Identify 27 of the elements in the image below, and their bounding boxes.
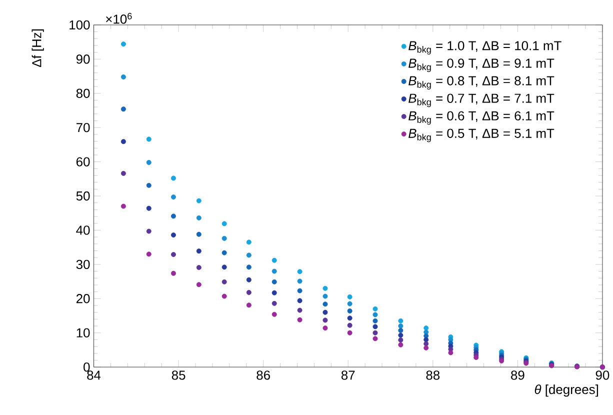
y-tick-label: 100 [70,20,90,30]
legend-label: B$_{bkg}$ = 0.6 T, ΔB = 6.1 mT [408,111,554,125]
text: ×10$^{6}$ [106,12,132,24]
y-axis-title: Δf [Hz] [32,29,44,68]
x-tick-label: 89 [511,370,524,380]
y-tick-label: 70 [76,123,90,132]
legend-label: B$_{bkg}$ = 1.0 T, ΔB = 10.1 mT [408,41,562,55]
y-tick-label: 60 [76,157,90,166]
y-tick-label: 20 [76,294,90,304]
legend-label: B$_{bkg}$ = 0.7 T, ΔB = 7.1 mT [408,94,554,108]
y-tick-label: 50 [76,191,90,201]
x-tick-label: 90 [596,370,610,380]
legend-label: B$_{bkg}$ = 0.8 T, ΔB = 8.1 mT [408,76,554,90]
y-tick-label: 80 [76,88,90,98]
y-tick-label: 10 [76,328,90,338]
x-tick-label: 87 [341,370,355,380]
x-tick-label: 88 [426,370,440,380]
x-tick-label: 85 [172,370,186,380]
x-axis-title: θ [degrees] [534,384,598,397]
y-tick-label: 0 [84,362,90,372]
y-tick-label: 30 [76,260,90,270]
x-tick-label: 84 [87,370,101,380]
legend-label: B$_{bkg}$ = 0.5 T, ΔB = 5.1 mT [408,128,554,142]
y-tick-label: 90 [76,54,90,64]
legend-label: B$_{bkg}$ = 0.9 T, ΔB = 9.1 mT [408,58,554,72]
y-tick-label: 40 [76,226,90,235]
x-tick-label: 86 [256,370,270,380]
